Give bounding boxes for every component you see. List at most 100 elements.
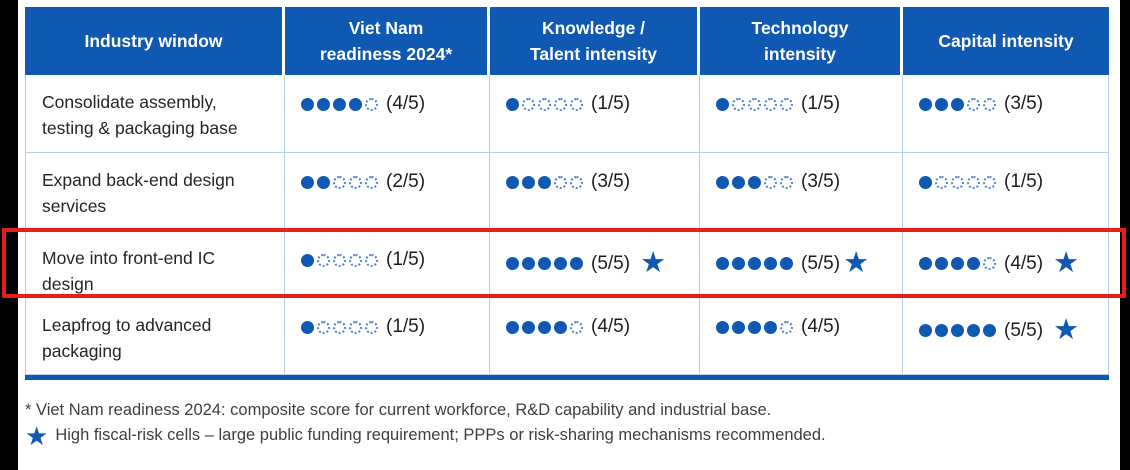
- rating-dot-filled: [935, 97, 948, 111]
- rating-dot-filled: [538, 257, 551, 270]
- fiscal-risk-star-icon: ★: [843, 247, 870, 279]
- rating-dot-empty: [365, 175, 378, 189]
- rating-dot-empty: [538, 97, 551, 111]
- rating-dot-empty: [780, 175, 793, 189]
- rating-dots: [506, 257, 586, 270]
- score-text: (5/5): [591, 252, 631, 274]
- rating-dot-empty: [570, 320, 583, 334]
- rating-dot-filled: [317, 97, 330, 111]
- rating-dot-filled: [967, 257, 980, 270]
- rating-dot-filled: [748, 175, 761, 189]
- rating-dot-filled: [716, 175, 729, 189]
- rating-cell-knowledge: (4/5): [490, 298, 700, 375]
- rating-dot-empty: [317, 320, 330, 334]
- rating-dot-filled: [732, 175, 745, 189]
- rating-dot-empty: [967, 175, 980, 189]
- row-label-text: Leapfrog to advanced packaging: [42, 315, 212, 362]
- score-text: (1/5): [386, 316, 426, 337]
- score-text: (3/5): [1004, 93, 1044, 114]
- rating-dot-empty: [570, 175, 583, 189]
- row-label: Leapfrog to advanced packaging: [25, 298, 285, 375]
- rating: (1/5): [506, 93, 683, 115]
- rating-dot-filled: [951, 97, 964, 111]
- rating-dot-filled: [333, 97, 346, 111]
- column-header-industry: Industry window: [25, 7, 285, 75]
- rating: (4/5): [506, 316, 683, 338]
- right-edge-bar: [1120, 0, 1130, 470]
- rating-dot-filled: [554, 320, 567, 334]
- rating-dot-filled: [967, 324, 980, 337]
- rating: (1/5): [919, 171, 1092, 193]
- rating-dots: [506, 97, 586, 111]
- rating-dot-empty: [365, 97, 378, 111]
- rating-dot-empty: [732, 97, 745, 111]
- rating-cell-capital: (5/5) ★: [903, 298, 1109, 375]
- rating-dot-filled: [522, 257, 535, 270]
- row-label-text: Consolidate assembly, testing & packagin…: [42, 92, 238, 139]
- fiscal-risk-star-icon: ★: [1053, 247, 1080, 279]
- table-grid: Industry window Viet Nam readiness 2024* K…: [25, 7, 1109, 375]
- rating-dot-filled: [301, 97, 314, 111]
- rating-dots: [301, 320, 381, 334]
- column-header-capital: Capital intensity: [903, 7, 1109, 75]
- rating-dot-empty: [983, 97, 996, 111]
- footnote-fiscal-risk-text: High fiscal-risk cells – large public fu…: [55, 425, 826, 444]
- column-header-readiness: Viet Nam readiness 2024*: [285, 7, 490, 75]
- score-text: (4/5): [801, 316, 841, 337]
- rating-dot-empty: [554, 97, 567, 111]
- rating-dot-filled: [780, 257, 793, 270]
- rating-dot-filled: [554, 257, 567, 270]
- row-label: Expand back-end design services: [25, 153, 285, 231]
- rating-dots: [919, 97, 999, 111]
- rating-dots: [716, 97, 796, 111]
- rating-cell-readiness: (1/5): [285, 298, 490, 375]
- rating-dot-filled: [506, 175, 519, 189]
- footnotes: * Viet Nam readiness 2024: composite sco…: [25, 399, 826, 449]
- rating: (5/5) ★: [506, 249, 683, 278]
- rating-dot-filled: [506, 320, 519, 334]
- score-text: (1/5): [801, 93, 841, 114]
- rating-dot-filled: [764, 257, 777, 270]
- rating-dots: [919, 175, 999, 189]
- rating-dot-empty: [983, 257, 996, 270]
- rating: (1/5): [716, 93, 886, 115]
- rating-cell-knowledge: (3/5): [490, 153, 700, 231]
- rating-dot-filled: [301, 175, 314, 189]
- rating-dot-filled: [919, 257, 932, 270]
- rating-dot-empty: [764, 175, 777, 189]
- fiscal-risk-star-icon: ★: [25, 420, 49, 451]
- rating-dot-filled: [570, 257, 583, 270]
- rating-dot-empty: [317, 253, 330, 267]
- industry-readiness-table: Industry window Viet Nam readiness 2024* K…: [25, 7, 1109, 380]
- rating-dot-empty: [333, 175, 346, 189]
- score-text: (3/5): [801, 171, 841, 192]
- score-text: (1/5): [386, 249, 426, 270]
- rating-dot-filled: [748, 320, 761, 334]
- rating-dot-empty: [554, 175, 567, 189]
- rating-dot-empty: [333, 253, 346, 267]
- rating-dot-empty: [935, 175, 948, 189]
- rating-cell-technology: (4/5): [700, 298, 903, 375]
- rating-dot-filled: [506, 97, 519, 111]
- rating-dot-filled: [732, 320, 745, 334]
- row-label: Consolidate assembly, testing & packagin…: [25, 75, 285, 153]
- rating-dot-empty: [780, 320, 793, 334]
- rating: (3/5): [716, 171, 886, 193]
- rating-dot-empty: [349, 175, 362, 189]
- rating: (4/5) ★: [919, 249, 1092, 278]
- footnote-readiness-text: * Viet Nam readiness 2024: composite sco…: [25, 401, 772, 419]
- score-text: (5/5): [801, 252, 841, 274]
- rating-cell-technology: (3/5): [700, 153, 903, 231]
- rating-dot-filled: [919, 324, 932, 337]
- row-label: Move into front-end IC design: [25, 231, 285, 298]
- row-label-text: Expand back-end design services: [42, 170, 235, 217]
- rating: (2/5): [301, 171, 473, 193]
- rating-cell-capital: (4/5) ★: [903, 231, 1109, 298]
- rating-dot-empty: [764, 97, 777, 111]
- column-header-knowledge: Knowledge / Talent intensity: [490, 7, 700, 75]
- rating-dot-empty: [349, 320, 362, 334]
- rating-dots: [506, 175, 586, 189]
- footnote-fiscal-risk: ★ High fiscal-risk cells – large public …: [25, 423, 826, 449]
- rating-dot-filled: [716, 257, 729, 270]
- rating-cell-readiness: (4/5): [285, 75, 490, 153]
